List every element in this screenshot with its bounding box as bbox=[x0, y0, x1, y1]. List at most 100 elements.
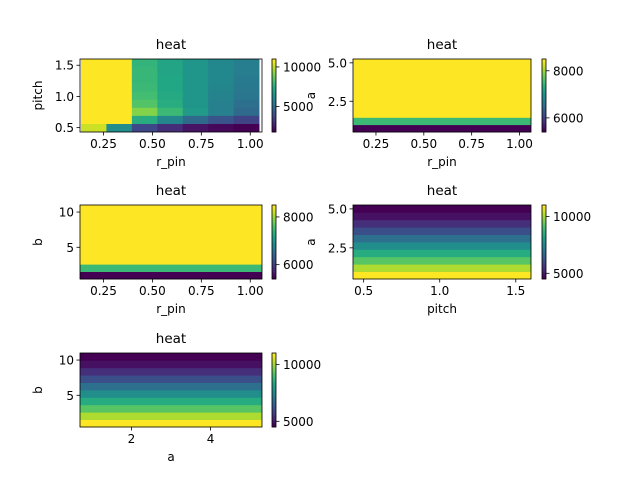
colorbar-segment bbox=[542, 273, 546, 276]
heatmap-cell bbox=[157, 91, 184, 100]
heatmap-cell bbox=[106, 83, 133, 92]
colorbar-segment bbox=[272, 91, 276, 94]
colorbar-segment bbox=[272, 212, 276, 215]
heatmap-cell bbox=[182, 74, 209, 84]
heatmap-cell bbox=[182, 123, 209, 133]
y-tick-label: 10 bbox=[59, 206, 74, 220]
colorbar-segment bbox=[272, 393, 276, 396]
colorbar-segment bbox=[272, 84, 276, 87]
colorbar-segment bbox=[542, 119, 546, 122]
colorbar-segment bbox=[542, 124, 546, 127]
x-axis-label: a bbox=[167, 450, 174, 464]
colorbar-segment bbox=[542, 99, 546, 102]
heatmap-band bbox=[353, 264, 531, 272]
x-tick-label: 4 bbox=[207, 432, 215, 446]
colorbar-segment bbox=[272, 273, 276, 276]
colorbar-segment bbox=[272, 128, 276, 131]
colorbar-segment bbox=[272, 117, 276, 120]
heatmap-band bbox=[353, 249, 531, 258]
heatmap-cell bbox=[208, 83, 235, 92]
heatmap-cell bbox=[208, 123, 235, 133]
colorbar-tick-label: 10000 bbox=[553, 210, 591, 224]
heatmap-band bbox=[80, 412, 262, 420]
heatmap-band bbox=[80, 249, 262, 258]
colorbar-segment bbox=[542, 86, 546, 89]
x-axis-label: r_pin bbox=[156, 302, 186, 316]
colorbar-segment bbox=[542, 229, 546, 232]
colorbar-segment bbox=[272, 243, 276, 246]
heatmap-cell bbox=[157, 123, 184, 133]
colorbar-tick-label: 8000 bbox=[283, 210, 314, 224]
heatmap-band bbox=[353, 234, 531, 243]
colorbar-segment bbox=[272, 71, 276, 74]
colorbar-segment bbox=[542, 90, 546, 93]
chart-title: heat bbox=[156, 331, 186, 347]
x-tick-label: 2 bbox=[128, 432, 136, 446]
colorbar-segment bbox=[272, 113, 276, 116]
colorbar-segment bbox=[272, 277, 276, 280]
colorbar-segment bbox=[272, 66, 276, 69]
heatmap-band bbox=[80, 360, 262, 369]
colorbar-segment bbox=[272, 80, 276, 84]
colorbar-segment bbox=[542, 271, 546, 274]
heatmap-cell bbox=[157, 107, 184, 116]
y-tick-label: 5 bbox=[66, 389, 74, 403]
colorbar-segment bbox=[272, 99, 276, 102]
colorbar-segment bbox=[272, 354, 276, 357]
axes-frame bbox=[352, 58, 532, 133]
colorbar-segment bbox=[542, 249, 546, 252]
chart-title: heat bbox=[156, 183, 186, 199]
colorbar-segment bbox=[542, 277, 546, 280]
colorbar-segment bbox=[272, 223, 276, 226]
colorbar-segment bbox=[272, 108, 276, 111]
heatmap-cell bbox=[106, 59, 133, 68]
y-axis-label: pitch bbox=[31, 81, 45, 111]
heatmap-cell bbox=[182, 107, 209, 116]
colorbar-segment bbox=[542, 104, 546, 107]
x-tick-label: 0.25 bbox=[363, 137, 390, 151]
colorbar-segment bbox=[272, 88, 276, 91]
colorbar-segment bbox=[542, 82, 546, 85]
colorbar-segment bbox=[272, 69, 276, 73]
colorbar-segment bbox=[272, 397, 276, 400]
colorbar-segment bbox=[542, 91, 546, 94]
heatmap-panel-2 bbox=[349, 58, 550, 136]
colorbar-segment bbox=[272, 404, 276, 407]
colorbar-segment bbox=[272, 126, 276, 129]
colorbar-segment bbox=[272, 104, 276, 107]
colorbar-segment bbox=[272, 417, 276, 420]
colorbar-segment bbox=[272, 82, 276, 85]
colorbar-segment bbox=[272, 408, 276, 411]
colorbar-tick-label: 5000 bbox=[553, 267, 584, 281]
colorbar-segment bbox=[542, 206, 546, 209]
colorbar-segment bbox=[272, 360, 276, 363]
colorbar-segment bbox=[542, 243, 546, 246]
heatmap-cell bbox=[131, 115, 158, 124]
colorbar-segment bbox=[272, 406, 276, 409]
heatmap-cell bbox=[157, 66, 184, 76]
colorbar-segment bbox=[272, 97, 276, 100]
colorbar-segment bbox=[272, 245, 276, 248]
colorbar-segment bbox=[542, 212, 546, 215]
y-tick-label: 1.0 bbox=[55, 90, 74, 104]
heatmap-cell bbox=[208, 115, 235, 124]
colorbar-segment bbox=[272, 395, 276, 398]
colorbar-segment bbox=[542, 80, 546, 84]
colorbar-segment bbox=[272, 234, 276, 237]
colorbar-segment bbox=[542, 69, 546, 73]
heatmap-cell bbox=[80, 59, 107, 68]
colorbar-segment bbox=[272, 225, 276, 228]
colorbar-segment bbox=[542, 115, 546, 118]
colorbar-segment bbox=[542, 266, 546, 269]
colorbar-segment bbox=[272, 275, 276, 278]
heatmap-band bbox=[80, 227, 262, 235]
colorbar-segment bbox=[542, 128, 546, 131]
colorbar-segment bbox=[272, 77, 276, 80]
heatmap-panel-3 bbox=[76, 204, 280, 283]
colorbar-segment bbox=[542, 275, 546, 278]
colorbar-segment bbox=[272, 414, 276, 417]
colorbar-segment bbox=[542, 62, 546, 65]
colorbar-segment bbox=[542, 225, 546, 228]
colorbar-segment bbox=[542, 262, 546, 265]
